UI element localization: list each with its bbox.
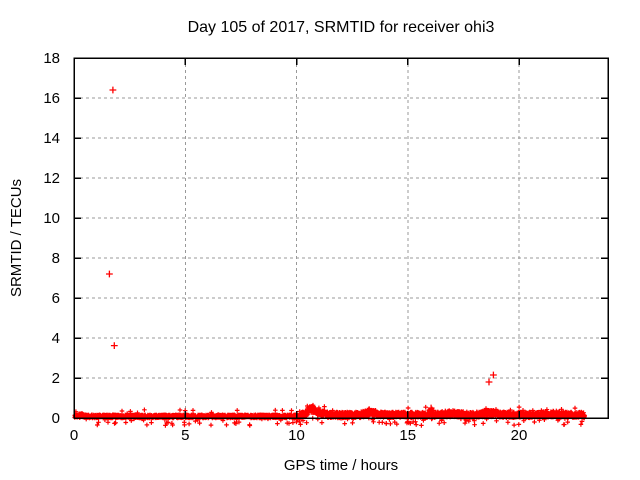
y-tick-label: 10	[43, 210, 60, 227]
x-tick-label: 10	[288, 427, 305, 444]
y-tick-label: 2	[52, 370, 60, 387]
chart-title: Day 105 of 2017, SRMTID for receiver ohi…	[188, 19, 495, 36]
y-tick-label: 14	[43, 130, 60, 147]
x-tick-label: 5	[181, 427, 189, 444]
tick-label-layer: 0 5 10 15 20 0 2 4 6 8 10 12 14 16 18	[43, 50, 527, 444]
series-outlier-points	[106, 86, 497, 412]
y-tick-label: 12	[43, 170, 60, 187]
y-tick-label: 6	[52, 290, 60, 307]
y-tick-label: 16	[43, 90, 60, 107]
grid-layer	[74, 58, 608, 418]
x-tick-label: 15	[399, 427, 416, 444]
series-baseline-band	[72, 402, 587, 428]
plot-border	[73, 57, 609, 419]
x-axis-label: GPS time / hours	[284, 457, 398, 474]
x-tick-label: 0	[70, 427, 78, 444]
axes-layer	[73, 57, 609, 419]
y-tick-label: 8	[52, 250, 60, 267]
y-tick-label: 0	[52, 410, 60, 427]
y-tick-label: 4	[52, 330, 60, 347]
x-tick-label: 20	[511, 427, 528, 444]
data-series-layer	[72, 86, 587, 428]
y-tick-label: 18	[43, 50, 60, 67]
y-axis-label: SRMTID / TECUs	[8, 179, 25, 297]
